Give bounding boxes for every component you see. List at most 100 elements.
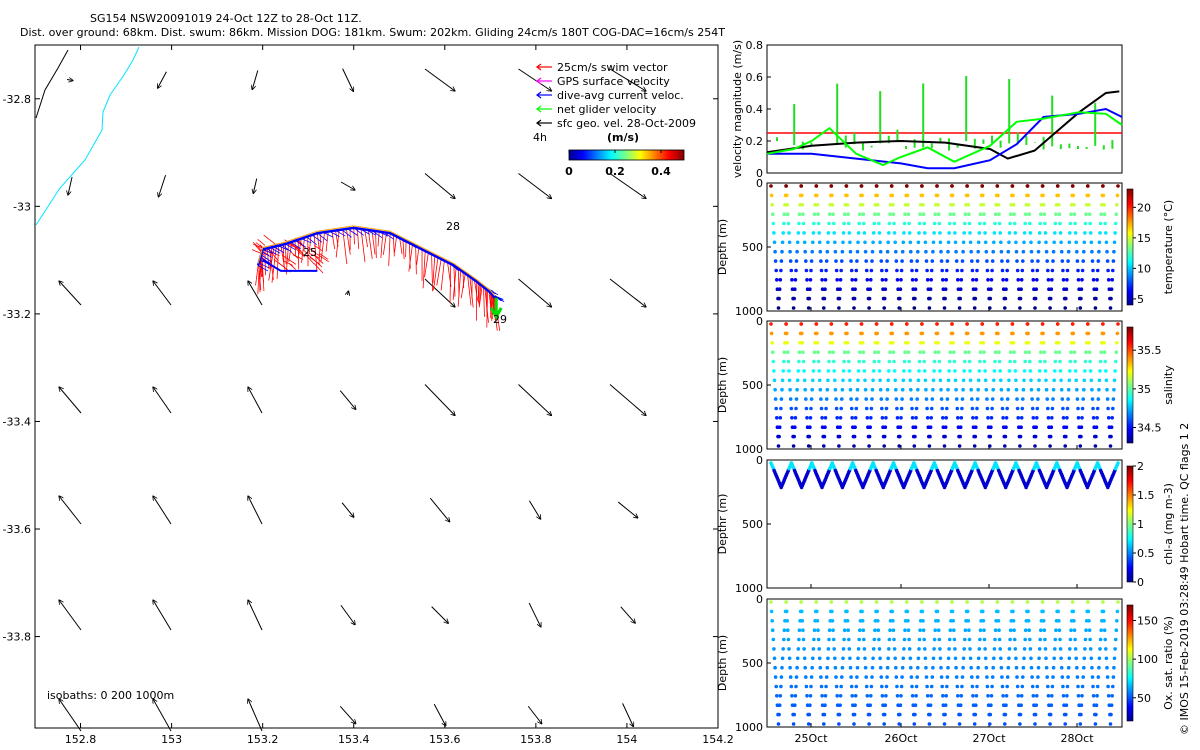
section-data-point (1074, 240, 1078, 245)
section-data-point (1029, 656, 1033, 661)
section-data-point (794, 259, 799, 263)
section-data-point (849, 406, 854, 411)
section-data-point (981, 203, 986, 207)
section-data-point (848, 665, 853, 670)
section-data-point (1057, 203, 1061, 207)
swim-vector (402, 239, 405, 260)
section-data-point (858, 628, 862, 632)
geo-velocity-arrow (248, 699, 263, 732)
section-data-point (1090, 249, 1094, 254)
section-data-point (833, 665, 838, 670)
section-data-point (923, 378, 928, 383)
section-data-point (770, 619, 774, 623)
section-data-point (1026, 609, 1030, 614)
section-data-point (992, 231, 997, 235)
swim-vector (431, 254, 433, 292)
section-data-point (879, 675, 884, 679)
section-data-point (884, 684, 889, 689)
section-data-point (776, 444, 781, 448)
section-data-point (1007, 369, 1012, 373)
section-data-point (992, 369, 997, 373)
section-data-point (838, 425, 842, 430)
section-data-point (1046, 406, 1050, 411)
section-data-point (819, 268, 824, 273)
section-data-point (1112, 240, 1117, 245)
section-data-point (829, 600, 834, 604)
section-data-point (1038, 359, 1042, 364)
section-data-point (1093, 306, 1098, 310)
section-data-point (887, 221, 892, 226)
section-data-point (952, 212, 956, 216)
section-data-point (873, 628, 877, 632)
section-data-point (826, 369, 831, 373)
section-data-point (872, 637, 877, 642)
swim-vector (449, 263, 452, 304)
section-data-point (907, 231, 912, 235)
section-data-point (817, 647, 821, 651)
section-data-point (870, 259, 874, 263)
section-data-point (1001, 416, 1005, 420)
section-data-point (880, 694, 885, 698)
section-data-point (1090, 665, 1094, 670)
section-data-point (996, 619, 1001, 623)
section-data-point (971, 416, 975, 420)
section-data-point (824, 675, 829, 679)
section-data-point (867, 712, 872, 717)
section-data-point (1051, 397, 1055, 401)
section-data-point (804, 397, 808, 401)
section-data-point (1084, 350, 1088, 355)
section-data-point (805, 416, 809, 420)
section-data-point (1076, 684, 1080, 689)
section-data-point (946, 387, 950, 392)
section-data-point (1003, 306, 1007, 310)
section-data-point (900, 259, 904, 263)
section-data-point (867, 722, 871, 726)
swim-vector (392, 234, 395, 257)
section-data-point (782, 350, 787, 355)
section-data-point (885, 249, 890, 254)
map-y-tick-label: -33.6 (3, 523, 31, 536)
section-data-point (1067, 240, 1072, 245)
section-data-point (940, 406, 944, 411)
section-data-point (1053, 231, 1057, 235)
section-data-point (874, 600, 879, 604)
section-data-point (822, 434, 827, 439)
section-data-point (841, 231, 846, 235)
section-data-point (1036, 675, 1040, 679)
section-data-point (877, 637, 881, 642)
section-data-point (875, 609, 879, 614)
section-data-point (950, 600, 954, 604)
section-data-point (1053, 359, 1058, 364)
section-data-point (943, 703, 948, 707)
section-data-point (1103, 221, 1107, 226)
section-data-point (1008, 628, 1013, 632)
section-data-point (1025, 184, 1030, 188)
swim-vector (399, 238, 403, 255)
section-data-point (906, 203, 910, 207)
section-data-point (840, 259, 844, 263)
section-data-point (1095, 416, 1099, 420)
swim-vector (490, 293, 493, 311)
section-data-point (1073, 359, 1077, 364)
section-data-point (993, 212, 998, 216)
section-data-point (842, 628, 847, 632)
swim-vector (308, 235, 312, 254)
section-data-point (998, 647, 1002, 651)
section-data-point (921, 203, 925, 207)
swim-vector (469, 276, 474, 308)
section-data-point (849, 675, 853, 679)
section-data-point (902, 231, 906, 235)
section-data-point (878, 240, 882, 245)
section-data-point (788, 665, 792, 670)
section-data-point (832, 647, 836, 651)
geo-velocity-arrow (59, 281, 82, 306)
section-data-point (819, 259, 823, 263)
section-data-point (838, 416, 843, 420)
section-data-point (1037, 378, 1041, 383)
section-data-point (1021, 675, 1025, 679)
section-data-point (871, 647, 876, 651)
section-data-point (1064, 425, 1069, 430)
section-data-point (1094, 712, 1098, 717)
section-data-point (923, 240, 928, 245)
section-data-point (857, 637, 861, 642)
